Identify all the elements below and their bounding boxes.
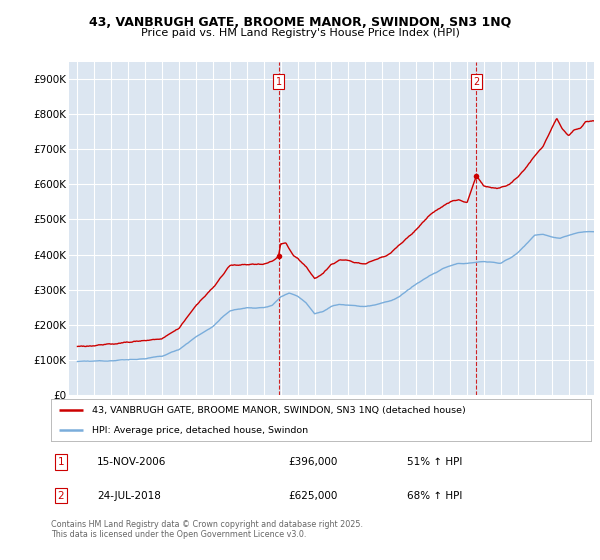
Text: 51% ↑ HPI: 51% ↑ HPI xyxy=(407,457,463,467)
Text: 43, VANBRUGH GATE, BROOME MANOR, SWINDON, SN3 1NQ (detached house): 43, VANBRUGH GATE, BROOME MANOR, SWINDON… xyxy=(91,405,465,415)
Text: 15-NOV-2006: 15-NOV-2006 xyxy=(97,457,166,467)
Text: Contains HM Land Registry data © Crown copyright and database right 2025.
This d: Contains HM Land Registry data © Crown c… xyxy=(51,520,363,539)
Text: Price paid vs. HM Land Registry's House Price Index (HPI): Price paid vs. HM Land Registry's House … xyxy=(140,28,460,38)
Text: 2: 2 xyxy=(58,491,64,501)
Text: 1: 1 xyxy=(275,77,281,87)
Text: 43, VANBRUGH GATE, BROOME MANOR, SWINDON, SN3 1NQ: 43, VANBRUGH GATE, BROOME MANOR, SWINDON… xyxy=(89,16,511,29)
Text: £396,000: £396,000 xyxy=(289,457,338,467)
Text: £625,000: £625,000 xyxy=(289,491,338,501)
Text: 24-JUL-2018: 24-JUL-2018 xyxy=(97,491,161,501)
Text: 2: 2 xyxy=(473,77,479,87)
Text: 1: 1 xyxy=(58,457,64,467)
Text: 68% ↑ HPI: 68% ↑ HPI xyxy=(407,491,463,501)
Text: HPI: Average price, detached house, Swindon: HPI: Average price, detached house, Swin… xyxy=(91,426,308,435)
